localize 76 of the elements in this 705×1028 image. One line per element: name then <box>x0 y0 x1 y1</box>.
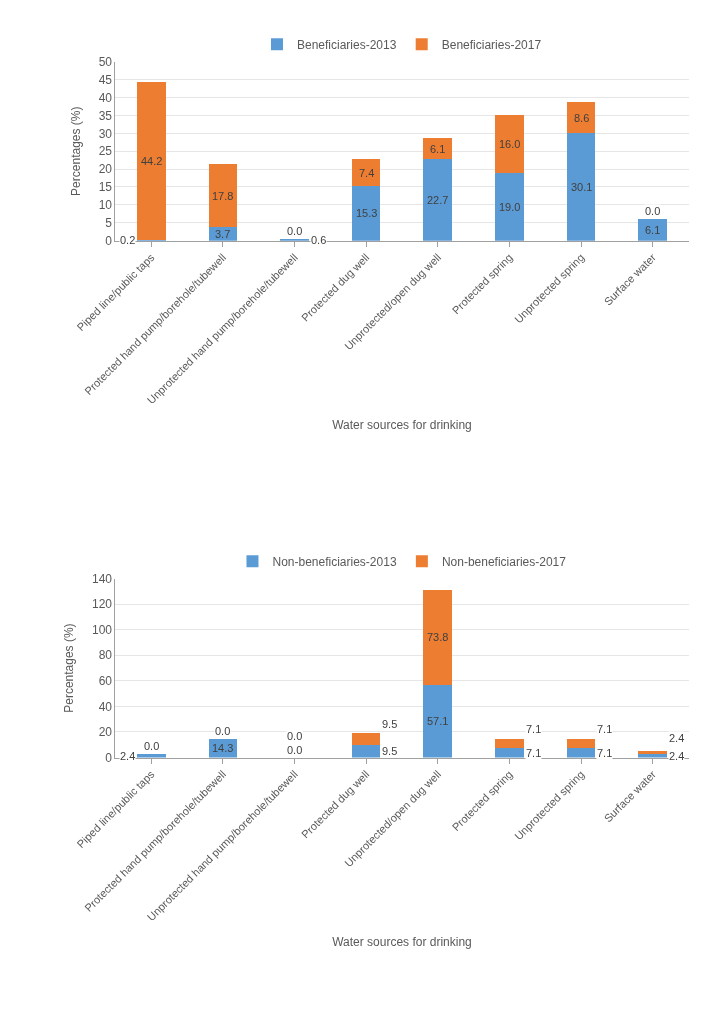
data-label: 3.7 <box>215 228 231 240</box>
y-tick-label: 5 <box>105 215 113 230</box>
bar <box>495 172 524 241</box>
data-label: 0.0 <box>287 730 303 742</box>
y-tick-label: 60 <box>98 674 113 689</box>
x-axis-title: Water sources for drinking <box>332 935 472 950</box>
data-label: 30.1 <box>571 181 593 193</box>
bar <box>495 739 524 749</box>
y-tick-label: 30 <box>98 126 113 141</box>
y-tick-label: 120 <box>91 597 113 612</box>
data-label: 19.0 <box>499 201 521 213</box>
data-label: 17.8 <box>212 190 234 202</box>
bar <box>136 81 166 240</box>
y-axis-title: Percentages (%) <box>62 623 77 713</box>
data-label: 2.4 <box>669 732 685 744</box>
legend-label: Non-beneficiaries-2017 <box>441 554 567 569</box>
y-tick-label: 20 <box>98 162 113 177</box>
bar <box>495 748 524 758</box>
bar <box>208 163 238 228</box>
bar <box>423 159 453 241</box>
y-tick-label: 40 <box>98 699 113 714</box>
data-label: 2.4 <box>669 750 685 762</box>
bar <box>566 132 596 241</box>
data-label: 16.0 <box>499 138 521 150</box>
data-label: 6.1 <box>645 224 661 236</box>
bar <box>351 733 381 746</box>
bar <box>423 590 453 685</box>
data-label: 0.0 <box>645 205 661 217</box>
bar <box>136 754 166 758</box>
legend-label: Non-beneficiaries-2013 <box>272 554 397 569</box>
y-tick-label: 80 <box>98 648 113 663</box>
data-label: 7.1 <box>597 747 613 759</box>
y-tick-label: 40 <box>98 90 113 105</box>
y-tick-label: 25 <box>98 144 113 159</box>
x-axis-title: Water sources for drinking <box>332 418 472 433</box>
data-label: 0.0 <box>287 225 303 237</box>
legend-label: Beneficiaries-2013 <box>296 37 397 52</box>
data-label: 8.6 <box>574 112 590 124</box>
y-tick-label: 100 <box>91 622 113 637</box>
bar <box>566 739 596 749</box>
bar <box>351 185 381 241</box>
y-tick-label: 10 <box>98 198 113 213</box>
data-label: 0.0 <box>144 740 160 752</box>
data-label: 57.1 <box>427 715 449 727</box>
y-tick-label: 15 <box>98 180 113 195</box>
data-label: 9.5 <box>382 718 398 730</box>
bar <box>351 159 381 186</box>
data-label: 6.1 <box>430 143 446 155</box>
bar <box>495 115 524 173</box>
data-label: 0.6 <box>311 234 327 246</box>
data-label: 0.0 <box>287 744 303 756</box>
data-label: 2.4 <box>120 750 136 762</box>
data-label: 44.2 <box>141 155 163 167</box>
data-label: 7.1 <box>526 723 542 735</box>
data-label: 15.3 <box>356 207 378 219</box>
data-label: 0.2 <box>120 234 136 246</box>
data-label: 9.5 <box>382 745 398 757</box>
data-label: 7.1 <box>526 747 542 759</box>
y-tick-label: 140 <box>91 571 113 586</box>
y-tick-label: 35 <box>98 108 113 123</box>
data-label: 7.1 <box>597 723 613 735</box>
y-axis-title: Percentages (%) <box>68 106 83 196</box>
y-tick-label: 0 <box>105 750 113 765</box>
bar <box>423 684 453 758</box>
data-label: 22.7 <box>427 194 449 206</box>
legend-label: Beneficiaries-2017 <box>441 37 542 52</box>
y-tick-label: 0 <box>105 233 113 248</box>
data-label: 73.8 <box>427 631 449 643</box>
data-label: 14.3 <box>212 742 234 754</box>
data-label: 7.4 <box>359 167 375 179</box>
y-tick-label: 45 <box>98 72 113 87</box>
y-tick-label: 50 <box>98 54 113 69</box>
bar <box>566 748 596 758</box>
y-tick-label: 20 <box>98 725 113 740</box>
bar <box>351 745 381 758</box>
data-label: 0.0 <box>215 725 231 737</box>
